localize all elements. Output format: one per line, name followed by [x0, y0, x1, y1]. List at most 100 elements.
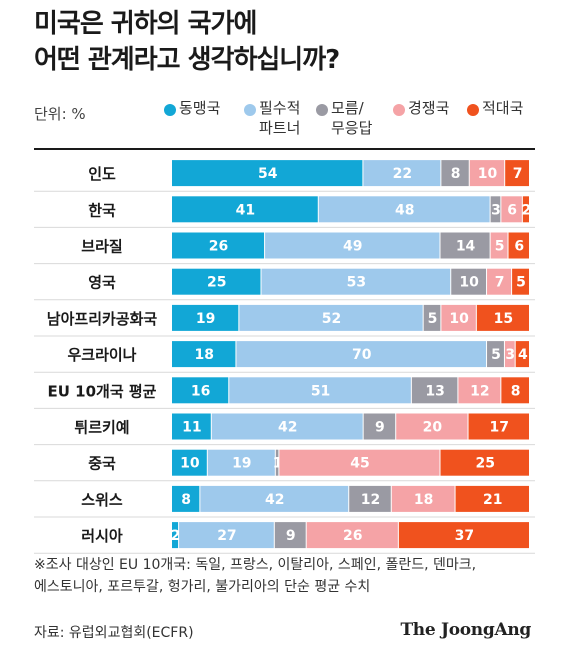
data-label: 70 [352, 347, 372, 363]
bar-segment [504, 341, 515, 368]
data-label: 8 [451, 166, 461, 182]
data-label: 2 [522, 202, 532, 218]
data-label: 10 [180, 456, 200, 472]
bar-segment [487, 268, 512, 295]
data-label: 5 [495, 239, 505, 255]
data-label: 14 [456, 239, 476, 255]
data-label: 26 [343, 528, 362, 544]
bar-segment [522, 196, 529, 223]
data-label: 5 [516, 275, 526, 291]
bar-segment [172, 232, 265, 259]
bar-segment [279, 449, 440, 476]
bar-segment [363, 160, 441, 187]
chart-title-line1: 미국은 귀하의 국가에 [34, 9, 257, 39]
legend-label-enemy: 적대국 [482, 99, 524, 117]
bar-segment [229, 377, 411, 404]
data-label: 8 [511, 383, 521, 399]
data-label: 13 [425, 383, 444, 399]
data-label: 8 [181, 492, 191, 508]
bar-segment [441, 304, 476, 331]
data-label: 12 [361, 492, 380, 508]
data-label: 53 [347, 275, 366, 291]
data-label: 3 [491, 202, 501, 218]
data-label: 18 [194, 347, 213, 363]
data-label: 21 [483, 492, 502, 508]
category-label: 브라질 [81, 238, 122, 256]
data-label: 45 [350, 456, 369, 472]
bar-segment [306, 522, 398, 549]
publisher-logo: The JoongAng [400, 620, 531, 640]
legend-label-partner: 필수적 파트너 [259, 99, 301, 137]
data-label: 52 [322, 311, 341, 327]
legend-item-competitor: 경쟁국 [393, 98, 449, 118]
bar-segment [512, 268, 529, 295]
category-label: EU 10개국 평균 [48, 382, 157, 400]
data-label: 27 [217, 528, 236, 544]
bar-segment [318, 196, 490, 223]
bar-segment [349, 485, 391, 512]
bar-segment [172, 449, 207, 476]
data-label: 51 [311, 383, 330, 399]
bar-segment [236, 341, 487, 368]
data-label: 15 [494, 311, 513, 327]
legend-item-partner: 필수적 파트너 [244, 98, 300, 138]
bar-segment [490, 232, 508, 259]
data-label: 7 [495, 275, 505, 291]
data-label: 26 [209, 239, 228, 255]
bar-segment [440, 232, 490, 259]
data-label: 19 [196, 311, 215, 327]
bar-segment [261, 268, 451, 295]
legend-label-competitor: 경쟁국 [408, 99, 450, 117]
bar-segment [411, 377, 458, 404]
data-label: 9 [375, 420, 385, 436]
data-label: 17 [490, 420, 509, 436]
data-label: 49 [343, 239, 362, 255]
bar-segment [172, 341, 236, 368]
footnote-line2: 에스토니아, 포르투갈, 헝가리, 불가리아의 단순 평균 수치 [34, 579, 371, 595]
bar-segment [458, 377, 501, 404]
bar-segment [172, 268, 261, 295]
data-label: 18 [414, 492, 433, 508]
legend: 동맹국 필수적 파트너 모름/ 무응답 경쟁국 적대국 [164, 98, 559, 138]
bar-segment [211, 413, 363, 440]
category-label: 한국 [88, 201, 116, 219]
data-label: 10 [478, 166, 498, 182]
bar-segment [172, 196, 318, 223]
data-label: 25 [476, 456, 495, 472]
bar-segment [508, 232, 529, 259]
bar-segment [265, 232, 440, 259]
legend-item-unknown: 모름/ 무응답 [316, 98, 372, 138]
chart-title-line2: 어떤 관계라고 생각하십니까? [34, 45, 340, 75]
legend-item-enemy: 적대국 [467, 98, 523, 118]
category-label: 튀르키예 [74, 419, 129, 437]
data-label: 7 [513, 166, 523, 182]
legend-label-unknown: 모름/ 무응답 [331, 99, 373, 137]
bar-segment [274, 522, 306, 549]
data-label: 6 [507, 202, 517, 218]
data-label: 3 [505, 347, 515, 363]
bar-segment [455, 485, 529, 512]
bar-segment [239, 304, 423, 331]
bar-segment [200, 485, 349, 512]
bar-segment [468, 413, 529, 440]
data-label: 10 [449, 311, 469, 327]
data-label: 37 [455, 528, 474, 544]
unit-label: 단위: % [34, 105, 86, 123]
bar-segment [505, 160, 529, 187]
category-label: 인도 [88, 165, 116, 183]
data-label: 5 [428, 311, 438, 327]
data-label: 42 [278, 420, 297, 436]
bar-segment [172, 413, 211, 440]
bar-segment [515, 341, 529, 368]
chart-title: 미국은 귀하의 국가에 어떤 관계라고 생각하십니까? [34, 6, 554, 78]
data-label: 4 [518, 347, 528, 363]
data-label: 5 [491, 347, 501, 363]
data-label: 20 [423, 420, 443, 436]
category-label: 중국 [88, 455, 116, 473]
bar-segment [423, 304, 441, 331]
legend-swatch-unknown [316, 104, 328, 116]
bar-segment [172, 160, 363, 187]
footnote: ※조사 대상인 EU 10개국: 독일, 프랑스, 이탈리아, 스페인, 폴란드… [34, 554, 476, 598]
data-label: 2 [171, 528, 181, 544]
bar-segment [476, 304, 529, 331]
